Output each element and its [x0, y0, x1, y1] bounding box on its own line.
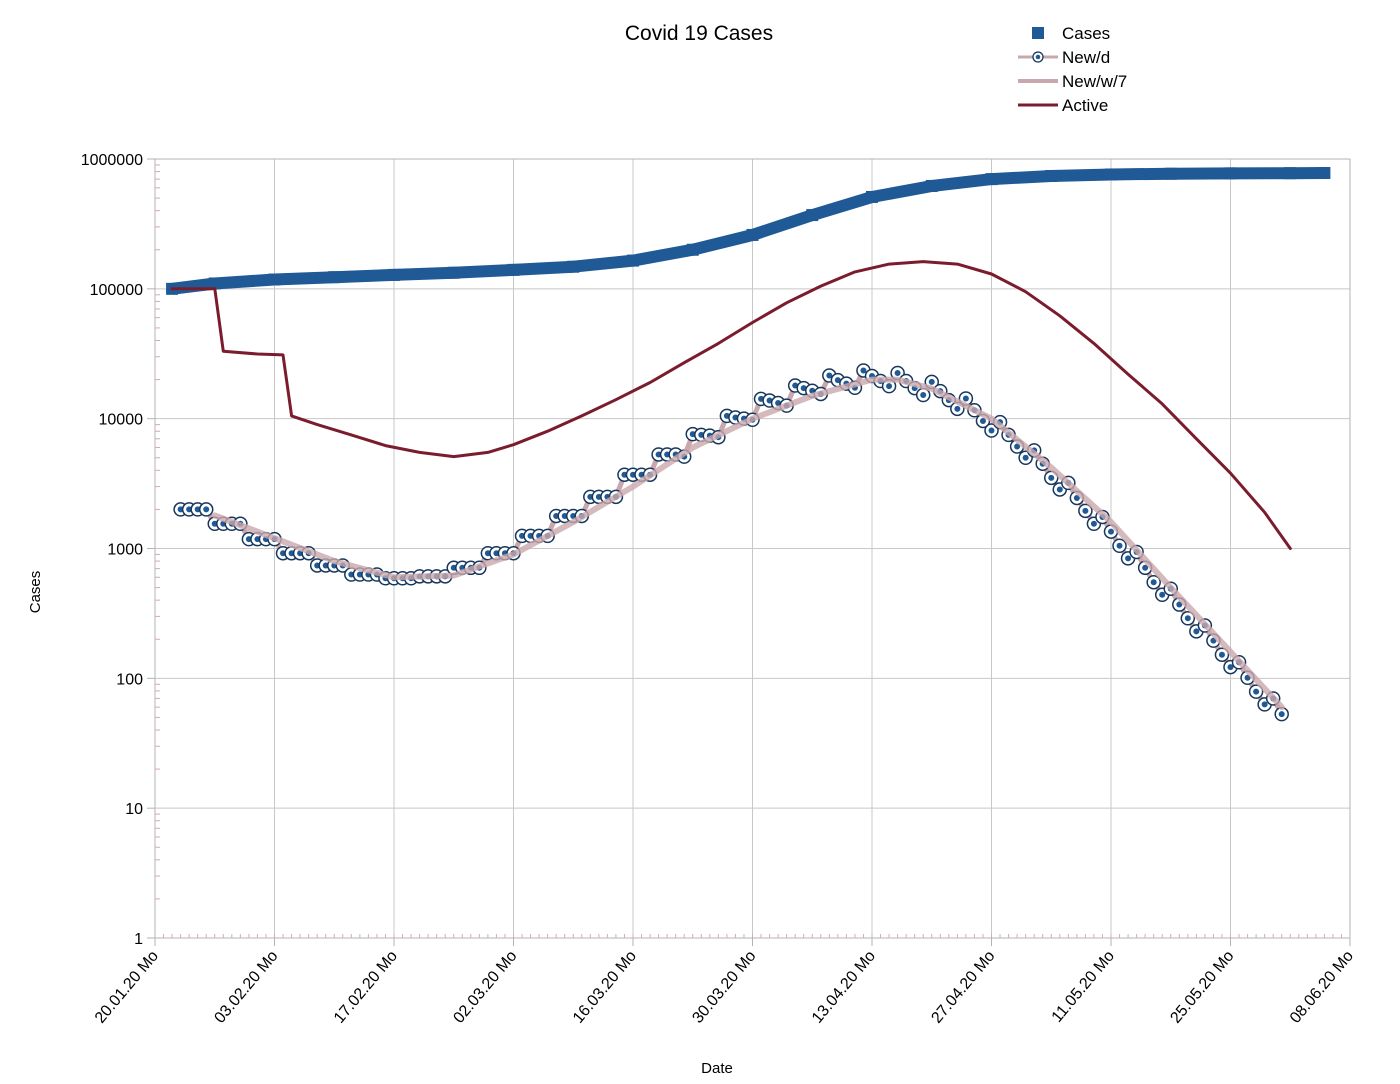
y-tick-label-4: 10000: [99, 412, 144, 429]
series-2-line: [211, 376, 1285, 711]
y-tick-labels: 1 10 100 1000 10000 100000 1000000: [81, 152, 155, 948]
series-1-point-123-dot: [1227, 664, 1234, 671]
series-1-point-106-dot: [1082, 507, 1089, 514]
series-1-point-3-dot: [203, 506, 210, 513]
series-0-point-10: [746, 228, 759, 241]
legend-item-3: Active: [1018, 96, 1108, 115]
series-0-point-7: [567, 260, 580, 273]
series-0-point-9: [686, 243, 699, 256]
series-0-point-15: [1045, 169, 1058, 182]
series-1-point-111-dot: [1125, 555, 1132, 562]
legend-swatch-0: [1032, 27, 1044, 39]
x-tick-label-8: 11.05.20 Mo: [1049, 948, 1119, 1026]
y-tick-label-1: 10: [125, 801, 143, 818]
series-1-point-119-dot: [1193, 628, 1200, 635]
series-1-point-110-dot: [1116, 542, 1123, 549]
series-1-point-94-dot: [979, 417, 986, 424]
legend-label-3: Active: [1062, 96, 1108, 115]
series-1-point-91-dot: [954, 405, 961, 412]
series-1-point-83-dot: [886, 383, 893, 390]
x-tick-label-2: 17.02.20 Mo: [331, 948, 401, 1027]
legend-item-1: New/d: [1018, 48, 1110, 67]
series-1-point-77-dot: [834, 377, 841, 384]
y-tick-label-5: 100000: [90, 282, 143, 299]
series-1-point-129-dot: [1278, 711, 1285, 718]
series-1-point-107-dot: [1090, 520, 1097, 527]
x-tick-label-9: 25.05.20 Mo: [1167, 948, 1237, 1027]
x-tick-label-4: 16.03.20 Mo: [570, 948, 640, 1027]
series-0-point-11: [806, 209, 819, 222]
legend-item-2: New/w/7: [1018, 72, 1127, 91]
legend: Cases New/d New/w/7 Active: [1018, 24, 1127, 115]
series-0-point-18: [1224, 167, 1237, 180]
series-1-point-99-dot: [1022, 454, 1029, 461]
x-tick-label-1: 03.02.20 Mo: [211, 948, 281, 1027]
series-0-point-2: [268, 273, 281, 286]
minor-ticks: [154, 164, 1351, 938]
series-0-point-13: [925, 179, 938, 192]
series-1-point-103-dot: [1056, 486, 1063, 493]
x-tick-label-7: 27.04.20 Mo: [928, 948, 998, 1027]
series-0-point-1: [208, 277, 221, 290]
x-tick-label-10: 08.06.20 Mo: [1287, 948, 1357, 1027]
y-axis-title: Cases: [27, 571, 44, 614]
y-tick-label-3: 1000: [107, 542, 143, 559]
legend-label-1: New/d: [1062, 48, 1110, 67]
series-1-point-80-dot: [860, 367, 867, 374]
series-0: [166, 167, 1331, 295]
series-1-point-117-dot: [1176, 601, 1183, 608]
series-1-point-88-dot: [928, 378, 935, 385]
series-1-point-115-dot: [1159, 591, 1166, 598]
series-1-point-76-dot: [826, 372, 833, 379]
y-tick-label-2: 100: [116, 671, 143, 688]
series-0-point-8: [627, 254, 639, 267]
x-tick-label-3: 02.03.20 Mo: [450, 948, 520, 1027]
series-1-point-105-dot: [1073, 494, 1080, 501]
series-1-point-95-dot: [988, 427, 995, 434]
series-1-point-127-dot: [1261, 701, 1268, 708]
series-1: [173, 363, 1289, 722]
series-3: [170, 260, 1292, 550]
series-1-point-92-dot: [962, 395, 969, 402]
legend-label-2: New/w/7: [1062, 72, 1127, 91]
series-1-point-113-dot: [1142, 564, 1149, 571]
x-tick-labels: 20.01.20 Mo 03.02.20 Mo 17.02.20 Mo 02.03.2…: [92, 938, 1357, 1027]
series-3-line: [170, 260, 1292, 550]
series-0-point-3: [328, 271, 341, 284]
series-1-point-84-dot: [894, 369, 901, 376]
legend-label-0: Cases: [1062, 24, 1110, 43]
series-1-point-87-dot: [920, 392, 927, 399]
series-layer: [166, 167, 1331, 722]
series-2: [211, 376, 1285, 711]
x-tick-label-0: 20.01.20 Mo: [92, 948, 162, 1027]
x-tick-label-5: 30.03.20 Mo: [689, 948, 759, 1027]
series-1-point-126-dot: [1253, 688, 1260, 695]
y-tick-label-6: 1000000: [81, 152, 143, 169]
legend-item-0: Cases: [1032, 24, 1110, 43]
series-1-point-98-dot: [1014, 443, 1021, 450]
series-0-point-20: [1318, 167, 1331, 180]
series-1-point-122-dot: [1218, 651, 1225, 658]
y-tick-label-0: 1: [134, 931, 143, 948]
series-0-point-6: [507, 263, 520, 276]
series-1-point-102-dot: [1048, 474, 1055, 481]
series-1-point-118-dot: [1184, 615, 1191, 622]
series-0-point-4: [388, 268, 400, 281]
series-0-point-14: [985, 173, 998, 186]
legend-marker-dot-1: [1035, 54, 1041, 60]
series-1-point-109-dot: [1108, 528, 1114, 535]
series-0-point-12: [866, 190, 878, 203]
series-0-point-5: [447, 266, 460, 279]
x-axis-title: Date: [701, 1060, 733, 1077]
series-0-point-17: [1164, 167, 1177, 180]
series-0-point-16: [1105, 168, 1117, 181]
chart-title: Covid 19 Cases: [625, 22, 773, 45]
series-0-point-19: [1284, 167, 1297, 180]
x-tick-label-6: 13.04.20 Mo: [809, 948, 879, 1027]
series-1-point-114-dot: [1150, 579, 1157, 586]
